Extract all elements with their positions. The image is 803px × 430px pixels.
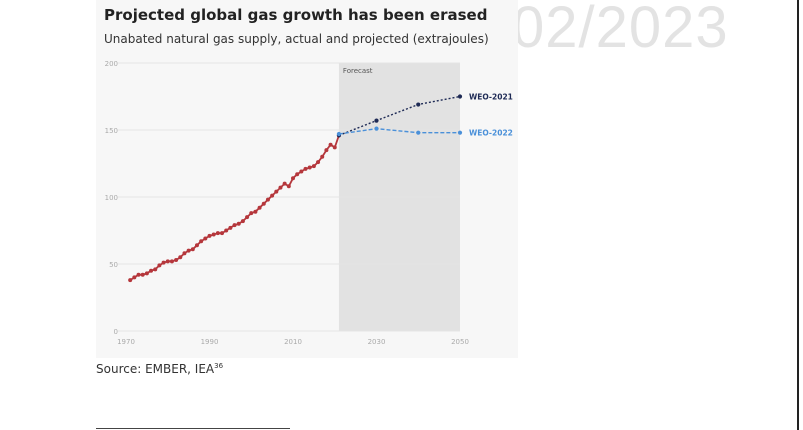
y-tick-label: 150 xyxy=(105,127,118,135)
footnote-divider xyxy=(96,428,290,429)
chart-title: Projected global gas growth has been era… xyxy=(104,6,488,24)
data-point-actual xyxy=(224,228,229,233)
series-label-weo-2022: WEO-2022 xyxy=(469,129,513,138)
data-point-weo-2022 xyxy=(457,130,463,135)
data-point-actual xyxy=(282,181,287,186)
data-point-weo-2022 xyxy=(336,131,342,137)
data-point-actual xyxy=(207,233,212,238)
chart-subtitle: Unabated natural gas supply, actual and … xyxy=(104,32,489,46)
y-tick-label: 50 xyxy=(109,261,118,269)
data-point-actual xyxy=(153,267,158,272)
data-point-actual xyxy=(324,148,329,153)
data-point-actual xyxy=(245,215,250,220)
data-point-actual xyxy=(274,189,279,194)
data-point-actual xyxy=(240,219,245,224)
data-point-actual xyxy=(232,223,237,228)
forecast-label: Forecast xyxy=(343,67,373,75)
data-point-actual xyxy=(278,185,283,190)
data-point-actual xyxy=(295,172,300,177)
data-point-weo-2022 xyxy=(416,130,421,135)
series-line-actual xyxy=(129,135,340,281)
data-point-actual xyxy=(316,160,321,165)
data-point-actual xyxy=(174,257,179,262)
gas-supply-line-chart: Forecast 0 50 100 150 200 1970 1990 2010 2030 2050… xyxy=(105,60,513,346)
data-point-weo-2021 xyxy=(374,118,379,123)
source-reference: 36 xyxy=(214,362,224,370)
data-point-actual xyxy=(228,225,233,230)
series-label-weo-2021: WEO-2021 xyxy=(469,93,513,102)
data-point-actual xyxy=(311,164,316,169)
data-point-actual xyxy=(144,271,149,276)
data-point-actual xyxy=(215,231,220,236)
series-line-weo-2022 xyxy=(338,127,460,135)
data-point-actual xyxy=(165,259,170,264)
y-tick-label: 100 xyxy=(105,194,118,202)
data-point-actual xyxy=(199,239,204,244)
data-point-actual xyxy=(328,142,333,147)
data-point-actual xyxy=(136,272,141,277)
data-point-weo-2021 xyxy=(416,102,421,107)
data-point-actual xyxy=(249,211,254,216)
data-point-actual xyxy=(253,209,258,214)
data-point-actual xyxy=(265,197,270,202)
data-point-actual xyxy=(128,278,133,283)
data-point-actual xyxy=(286,184,291,189)
data-point-actual xyxy=(257,205,262,210)
x-tick-label: 2010 xyxy=(284,338,302,346)
data-point-actual xyxy=(303,166,308,171)
source-note: Source: EMBER, IEA36 xyxy=(96,362,223,376)
data-point-actual xyxy=(203,236,208,241)
data-point-actual xyxy=(320,154,325,159)
data-point-actual xyxy=(140,272,145,277)
y-tick-label: 200 xyxy=(105,60,118,68)
data-point-actual xyxy=(169,259,174,264)
data-point-actual xyxy=(236,221,241,226)
data-point-actual xyxy=(178,255,183,260)
x-tick-label: 2030 xyxy=(368,338,386,346)
data-point-actual xyxy=(299,169,304,174)
data-point-actual xyxy=(291,176,295,181)
series-line-weo-2021 xyxy=(338,95,461,137)
data-point-actual xyxy=(270,193,275,198)
data-point-actual xyxy=(182,251,187,256)
background-year-watermark: 02/2023 xyxy=(512,0,729,60)
data-point-actual xyxy=(132,275,137,280)
data-point-actual xyxy=(186,248,191,253)
data-point-actual xyxy=(261,201,266,206)
data-point-weo-2021 xyxy=(457,94,463,99)
data-point-actual xyxy=(211,232,216,237)
right-edge-rule xyxy=(797,0,799,430)
data-point-actual xyxy=(332,145,337,150)
y-tick-label: 0 xyxy=(114,328,118,336)
data-point-actual xyxy=(220,231,225,236)
x-tick-label: 2050 xyxy=(451,338,469,346)
data-point-weo-2022 xyxy=(374,126,379,131)
x-tick-label: 1990 xyxy=(201,338,219,346)
x-tick-label: 1970 xyxy=(117,338,135,346)
data-point-actual xyxy=(194,243,199,248)
data-point-actual xyxy=(157,263,162,268)
data-point-actual xyxy=(161,260,166,265)
source-text: Source: EMBER, IEA xyxy=(96,362,215,376)
data-point-actual xyxy=(190,247,195,252)
data-point-actual xyxy=(307,165,312,170)
data-point-actual xyxy=(149,268,154,273)
